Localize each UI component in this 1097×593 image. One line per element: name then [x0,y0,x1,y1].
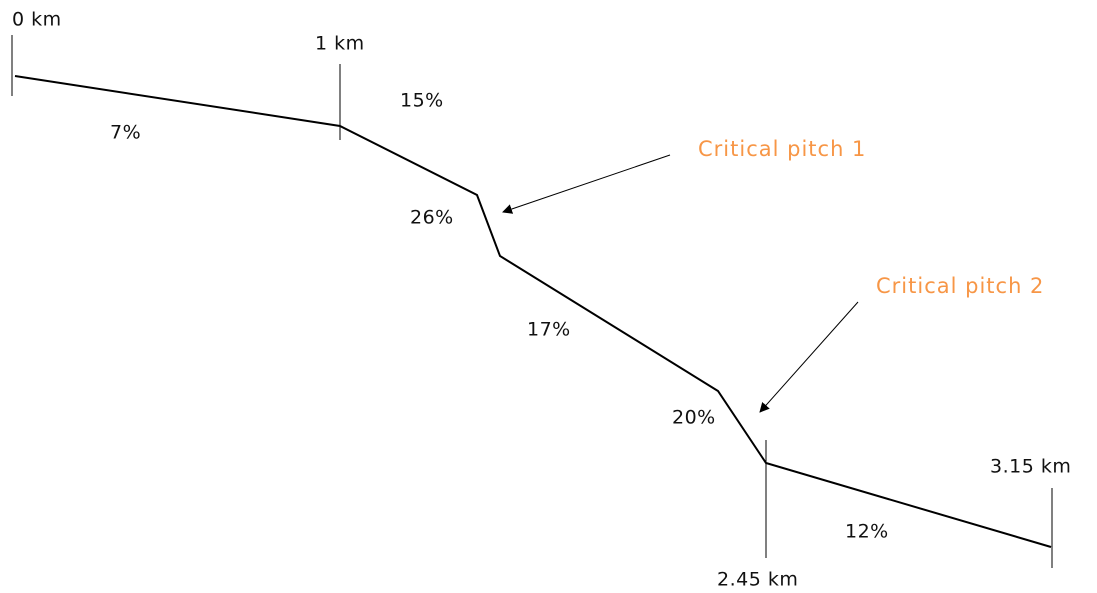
grade-label: 7% [110,122,141,144]
marker-label: 0 km [12,9,62,31]
grade-label: 20% [672,407,716,429]
marker-label: 1 km [315,33,365,55]
grade-label: 26% [410,207,454,229]
marker-label: 3.15 km [990,456,1071,478]
callout-label: Critical pitch 1 [698,137,866,161]
grade-label: 12% [845,521,889,543]
slope-profile [14,75,1052,548]
callout-arrow [759,301,859,413]
grade-label: 15% [400,90,444,112]
callout-arrow [502,154,671,214]
marker-label: 2.45 km [717,569,798,591]
grade-label: 17% [527,319,571,341]
callout-label: Critical pitch 2 [876,274,1044,298]
